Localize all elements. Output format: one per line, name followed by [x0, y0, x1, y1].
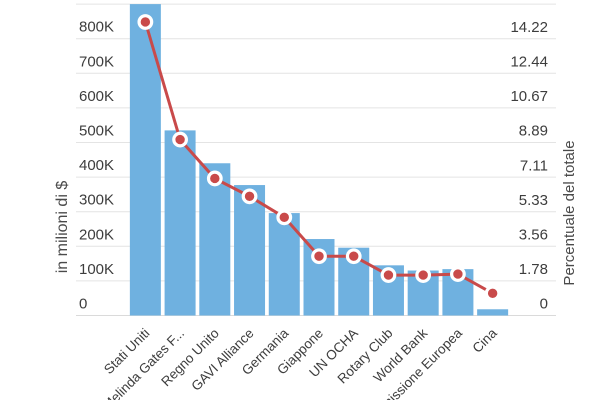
left-axis-tick-label: 800K [79, 19, 114, 36]
bar-10[interactable] [477, 309, 509, 316]
left-axis-tick-label: 700K [79, 53, 114, 70]
left-axis-tick-label: 500K [79, 123, 114, 140]
right-axis-tick-label: 5.33 [519, 192, 548, 209]
right-axis-tick-label: 1.78 [519, 261, 548, 278]
data-point-7[interactable] [380, 267, 397, 283]
data-point-1[interactable] [172, 131, 188, 148]
left-axis-tick-label: 0 [79, 296, 87, 313]
right-axis-tick-label: 0 [540, 296, 548, 313]
data-point-9[interactable] [450, 266, 466, 282]
left-axis-tick-label: 600K [79, 88, 114, 105]
bar-2[interactable] [199, 163, 231, 316]
data-point-3[interactable] [241, 188, 258, 205]
right-axis-tick-label: 12.44 [510, 54, 548, 71]
right-axis-tick-label: 7.11 [520, 157, 548, 174]
bar-3[interactable] [234, 185, 266, 316]
left-axis-tick-label: 400K [79, 157, 114, 174]
bar-0[interactable] [129, 4, 161, 316]
data-point-10[interactable] [484, 285, 501, 302]
data-point-2[interactable] [206, 170, 223, 187]
left-axis-tick-label: 200K [79, 226, 114, 243]
data-point-5[interactable] [311, 248, 327, 265]
left-axis-tick-label: 100K [79, 261, 114, 278]
right-axis-tick-label: 8.89 [519, 123, 548, 140]
data-point-8[interactable] [415, 267, 432, 283]
data-point-4[interactable] [276, 209, 293, 226]
data-point-6[interactable] [345, 248, 362, 265]
x-axis-category-label: Cina [470, 325, 501, 356]
bar-1[interactable] [164, 130, 196, 316]
right-axis-tick-label: 3.56 [519, 226, 548, 243]
data-point-0[interactable] [137, 14, 154, 30]
right-axis-tick-label: 14.22 [510, 19, 548, 36]
left-axis-tick-label: 300K [79, 192, 114, 209]
right-axis-tick-label: 10.67 [510, 88, 548, 105]
